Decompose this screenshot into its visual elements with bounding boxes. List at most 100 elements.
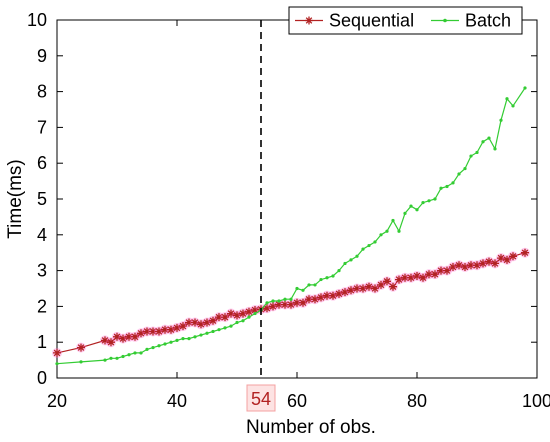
data-point <box>163 342 167 346</box>
data-point <box>179 322 187 331</box>
data-point <box>391 218 395 223</box>
data-point <box>121 354 125 359</box>
data-point <box>421 200 425 205</box>
data-point <box>167 325 175 334</box>
data-point <box>307 283 311 287</box>
data-point <box>445 184 449 189</box>
x-tick-label: 80 <box>407 391 427 411</box>
data-point <box>359 284 367 293</box>
data-point <box>131 332 139 341</box>
plot-frame <box>56 19 538 379</box>
data-point <box>355 254 359 258</box>
data-point <box>329 291 337 300</box>
data-point <box>227 309 235 318</box>
data-point <box>451 181 455 185</box>
y-tick-label: 4 <box>37 225 47 245</box>
data-point <box>389 282 397 291</box>
data-point <box>197 320 205 329</box>
data-point <box>443 266 451 275</box>
y-tick-label: 6 <box>37 153 47 173</box>
data-point <box>383 277 391 286</box>
data-point <box>151 345 155 350</box>
data-point <box>145 347 149 351</box>
data-point <box>127 353 131 357</box>
data-point <box>497 254 505 263</box>
data-point <box>485 257 493 266</box>
data-point <box>233 311 241 320</box>
data-point <box>473 261 481 270</box>
data-point <box>425 270 433 279</box>
data-point <box>155 327 163 336</box>
data-point <box>413 272 421 280</box>
data-point <box>283 297 287 301</box>
data-point <box>323 291 331 300</box>
data-point <box>313 283 317 287</box>
legend-item-batch: Batch <box>431 11 511 31</box>
legend: Sequential Batch <box>288 6 523 35</box>
data-point <box>319 277 323 282</box>
data-point <box>395 275 403 284</box>
data-point <box>415 208 419 212</box>
data-point <box>253 311 257 316</box>
data-point <box>325 276 329 280</box>
data-point <box>211 329 215 334</box>
data-point <box>53 348 61 357</box>
data-point <box>409 204 413 208</box>
threshold-label-box <box>246 384 276 412</box>
data-point <box>455 261 463 270</box>
y-tick-label: 8 <box>37 82 47 102</box>
data-point <box>401 273 409 282</box>
x-tick-label: 20 <box>47 391 67 411</box>
data-point <box>107 338 115 347</box>
data-point <box>487 136 491 140</box>
data-point <box>269 302 277 311</box>
data-point <box>367 243 371 248</box>
data-point <box>139 351 143 355</box>
plot-area <box>56 19 538 379</box>
data-point <box>479 259 487 268</box>
data-point <box>221 313 229 322</box>
y-tick-label: 2 <box>37 296 47 316</box>
data-point <box>77 343 85 352</box>
data-point <box>199 333 203 337</box>
data-point <box>185 318 193 327</box>
legend-label: Batch <box>465 11 511 31</box>
x-tick-label: 100 <box>522 391 550 411</box>
series-batch <box>55 86 527 366</box>
data-point <box>251 306 259 314</box>
legend-box <box>288 6 523 35</box>
x-tick-label: 60 <box>287 391 307 411</box>
data-point <box>215 313 223 322</box>
y-tick-label: 1 <box>37 332 47 352</box>
data-point <box>301 288 305 292</box>
data-point <box>125 332 133 341</box>
data-point <box>295 286 299 291</box>
data-point <box>103 358 107 362</box>
data-point <box>371 284 379 293</box>
data-point <box>239 309 247 318</box>
legend-item-sequential: Sequential <box>295 11 414 31</box>
data-point <box>265 301 269 305</box>
data-point <box>137 329 145 338</box>
legend-label: Sequential <box>329 11 414 31</box>
data-point <box>115 356 119 360</box>
y-tick-label: 10 <box>27 10 47 30</box>
data-point <box>349 258 353 262</box>
data-point <box>343 261 347 266</box>
data-point <box>353 284 361 293</box>
data-point <box>191 318 199 327</box>
y-tick-label: 0 <box>37 368 47 388</box>
data-point <box>403 211 407 215</box>
x-tick-label: 40 <box>167 391 187 411</box>
data-point <box>379 233 383 237</box>
data-point <box>475 150 479 155</box>
data-point <box>247 315 251 319</box>
data-point <box>287 300 295 309</box>
data-point <box>79 360 83 364</box>
data-point <box>337 269 341 273</box>
data-point <box>229 324 233 328</box>
data-point <box>143 327 151 336</box>
data-point <box>361 247 365 251</box>
data-point <box>431 270 439 279</box>
